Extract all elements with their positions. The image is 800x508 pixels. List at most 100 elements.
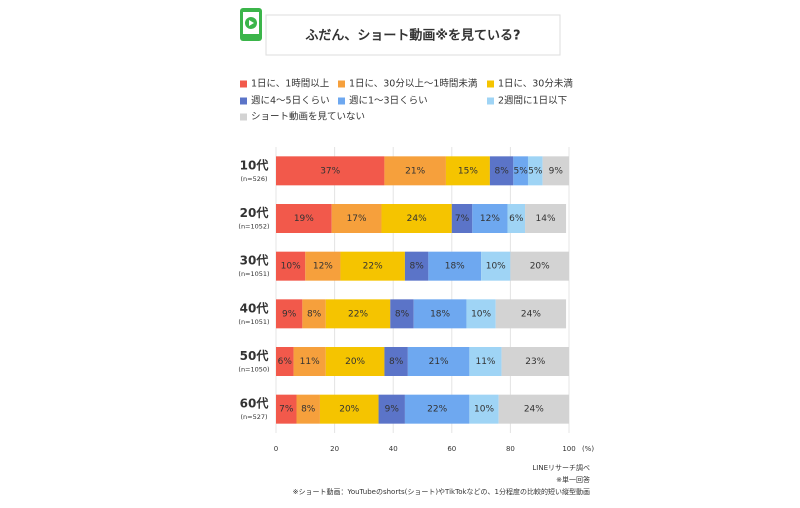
value-label: 8% [395,309,410,319]
bar-segment [302,299,326,329]
legend-swatch [240,113,247,121]
bar-segment [542,156,569,186]
bar-segment [331,204,382,233]
value-label: 5% [528,166,543,176]
value-label: 8% [389,357,404,367]
value-label: 7% [455,214,470,224]
legend-swatch [338,97,345,105]
legend-label: 2週間に1日以下 [498,95,567,107]
bar-segment [428,251,482,281]
bar-segment [413,299,467,329]
category-label: 10代 [240,157,269,172]
value-label: 21% [429,357,449,367]
value-label: 8% [494,166,509,176]
bar-segment [404,394,470,424]
bar-segment [525,204,567,233]
category-label: 50代 [240,348,269,363]
bar-segment [481,251,511,281]
value-label: 23% [525,357,545,367]
value-label: 19% [294,214,314,224]
bar-segment [340,251,405,281]
value-label: 12% [313,262,333,272]
value-label: 14% [536,214,556,224]
title-box [265,14,561,56]
x-tick-label: 80 [506,445,515,453]
value-label: 10% [486,262,506,272]
value-label: 10% [281,262,301,272]
value-label: 6% [278,357,293,367]
value-label: 20% [530,262,550,272]
value-label: 24% [521,309,541,319]
bar-segment [390,299,414,329]
x-tick-label: 20 [330,445,339,453]
value-label: 10% [474,405,494,415]
bar-segment [378,394,405,424]
legend-label: 週に1〜3日くらい [349,95,428,107]
footnote: ※単一回答 [556,475,590,484]
value-label: 37% [320,166,340,176]
bar-segment [451,204,473,233]
bar-segment [305,251,341,281]
bar-segment [513,156,528,186]
footnote: LINEリサーチ調べ [532,463,590,472]
value-label: 5% [514,166,529,176]
bar-segment [472,204,508,233]
value-label: 8% [409,262,424,272]
phone-icon [240,8,262,41]
bar-segment [276,251,306,281]
bar-segment [507,204,526,233]
value-label: 22% [363,262,383,272]
value-label: 18% [430,309,450,319]
category-label: 40代 [240,300,269,315]
value-label: 12% [480,214,500,224]
bar-segment [466,299,496,329]
bar-segment [495,299,567,329]
legend-label: 1日に、30分以上〜1時間未満 [349,78,478,90]
value-label: 10% [471,309,491,319]
value-label: 21% [405,166,425,176]
x-tick-label: 40 [389,445,398,453]
category-label: 60代 [240,396,269,411]
value-label: 11% [475,357,495,367]
value-label: 18% [445,262,465,272]
value-label: 22% [427,405,447,415]
bar-segment [407,347,470,376]
legend-swatch [487,80,494,88]
bar-segment [469,347,502,376]
category-label: 20代 [240,205,269,220]
bar-segment [293,347,326,376]
category-label: 30代 [240,253,269,268]
category-note: (n=1050) [238,366,269,374]
x-tick-label: 0 [274,445,278,453]
x-tick-label: 100 [562,445,575,453]
bar-segment [325,347,385,376]
bar-segment [404,251,429,281]
bar-segment [276,347,294,376]
x-tick-label: 60 [447,445,456,453]
bar-segment [296,394,320,424]
legend-swatch [240,97,247,105]
value-label: 20% [339,405,359,415]
value-label: 9% [282,309,297,319]
category-note: (n=527) [240,413,267,421]
x-unit: (%) [582,445,594,453]
legend-label: 1日に、1時間以上 [251,79,330,90]
category-note: (n=1051) [238,270,269,278]
value-label: 22% [348,309,368,319]
bar-segment [325,299,391,329]
bar-segment [319,394,379,424]
bar-segment [276,394,297,424]
value-label: 17% [347,214,367,224]
legend-label: ショート動画を見ていない [251,112,365,123]
value-label: 24% [524,405,544,415]
value-label: 11% [300,357,320,367]
bar-segment [498,394,569,424]
value-label: 6% [509,214,524,224]
category-note: (n=526) [240,175,267,183]
category-note: (n=1051) [238,318,269,326]
bar-segment [527,156,543,186]
bar-segment [276,204,332,233]
legend-label: 1日に、30分未満 [498,78,573,90]
legend-swatch [338,80,345,88]
